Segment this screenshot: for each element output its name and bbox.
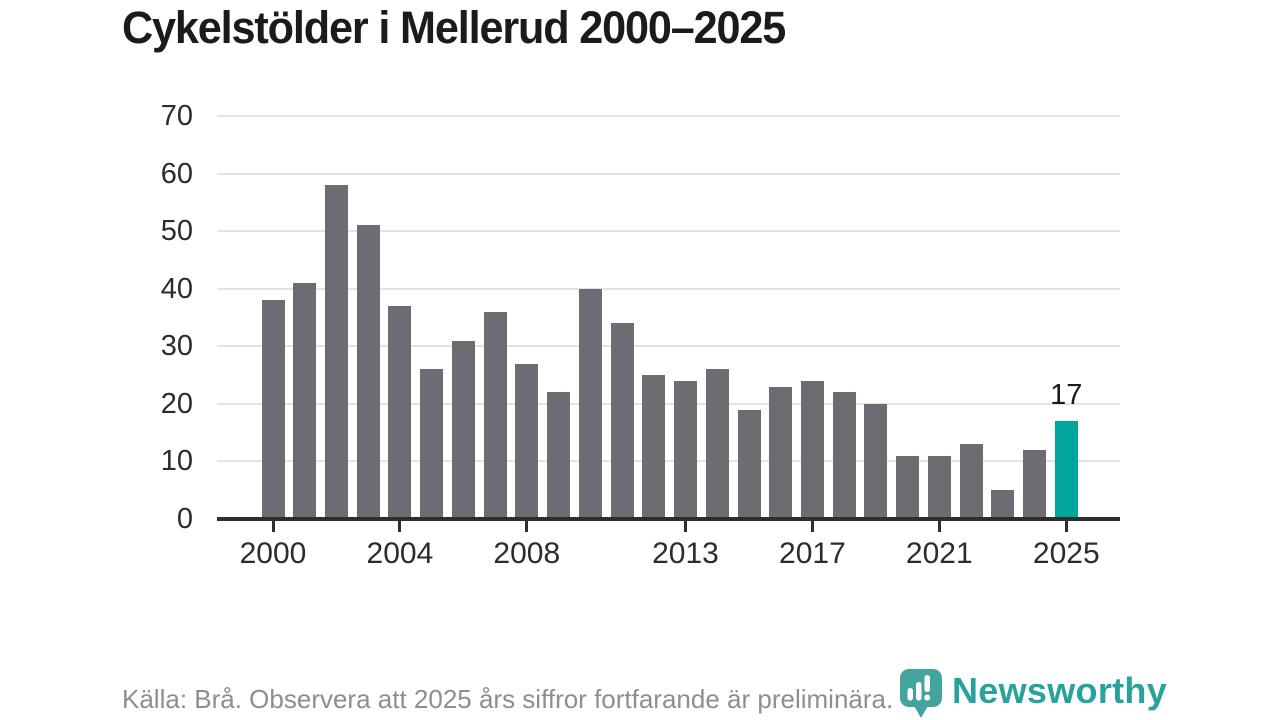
newsworthy-logo: Newsworthy (900, 669, 1200, 719)
bar-2015 (737, 409, 761, 519)
x-axis-tick-2008 (525, 521, 529, 532)
bar-2009 (547, 392, 571, 519)
x-axis-tick-2025 (1064, 521, 1068, 532)
y-axis-label-20: 20 (160, 387, 193, 420)
bar-2024 (1023, 449, 1046, 519)
x-axis-label-2004: 2004 (366, 537, 434, 570)
bar-2014 (705, 369, 729, 519)
bar-2000 (261, 300, 285, 519)
y-axis-label-10: 10 (160, 445, 193, 478)
bar-2020 (896, 455, 920, 519)
bar-2016 (769, 386, 793, 519)
x-axis-tick-2021 (937, 521, 941, 532)
x-axis-line (217, 517, 1120, 521)
bar-2005 (420, 369, 444, 519)
gridline-50 (217, 230, 1120, 233)
bar-value-label: 17 (1050, 379, 1083, 412)
x-axis-label-2021: 2021 (905, 537, 973, 570)
x-axis-label-2013: 2013 (652, 537, 719, 570)
bar-2007 (483, 311, 507, 519)
x-axis-label-2000: 2000 (239, 537, 307, 570)
gridline-30 (217, 345, 1120, 348)
gridline-40 (217, 287, 1120, 290)
bar-2022 (959, 444, 983, 519)
x-axis-label-2017: 2017 (779, 537, 846, 570)
bar-2019 (864, 403, 888, 519)
bar-2023 (991, 490, 1015, 519)
bar-2006 (451, 340, 475, 519)
newsworthy-chart-bubble-icon (900, 669, 942, 718)
x-axis-label-2025: 2025 (1032, 537, 1100, 570)
bar-2003 (356, 225, 380, 519)
bar-2004 (388, 306, 412, 519)
x-axis-tick-2004 (398, 521, 402, 532)
x-axis-tick-2017 (810, 521, 814, 532)
y-axis-label-0: 0 (176, 503, 193, 535)
newsworthy-logo-text: Newsworthy (952, 670, 1168, 711)
source-note: Källa: Brå. Observera att 2025 års siffr… (122, 684, 894, 714)
y-axis-label-40: 40 (160, 272, 193, 305)
bar-2025 (1054, 421, 1078, 519)
x-axis-tick-2013 (684, 521, 687, 532)
y-axis-label-30: 30 (160, 330, 193, 363)
bar-2012 (642, 375, 666, 519)
bar-2011 (610, 323, 634, 519)
bar-2017 (800, 380, 824, 519)
gridline-70 (217, 115, 1120, 117)
gridline-60 (217, 172, 1120, 175)
x-axis-label-2008: 2008 (493, 537, 561, 570)
bar-2010 (578, 288, 602, 519)
y-axis-label-50: 50 (160, 215, 193, 248)
bar-2021 (927, 455, 951, 519)
bar-2001 (293, 283, 317, 519)
x-axis-tick-2000 (271, 521, 275, 532)
y-axis-label-70: 70 (160, 100, 193, 132)
bar-2018 (832, 392, 856, 519)
gridline-10 (217, 460, 1120, 463)
y-axis-label-60: 60 (160, 157, 193, 190)
bar-2008 (515, 363, 539, 519)
chart-title: Cykelstölder i Mellerud 2000–2025 (122, 2, 786, 53)
gridline-20 (217, 402, 1120, 405)
bar-2013 (674, 380, 697, 519)
bar-2002 (325, 185, 348, 519)
